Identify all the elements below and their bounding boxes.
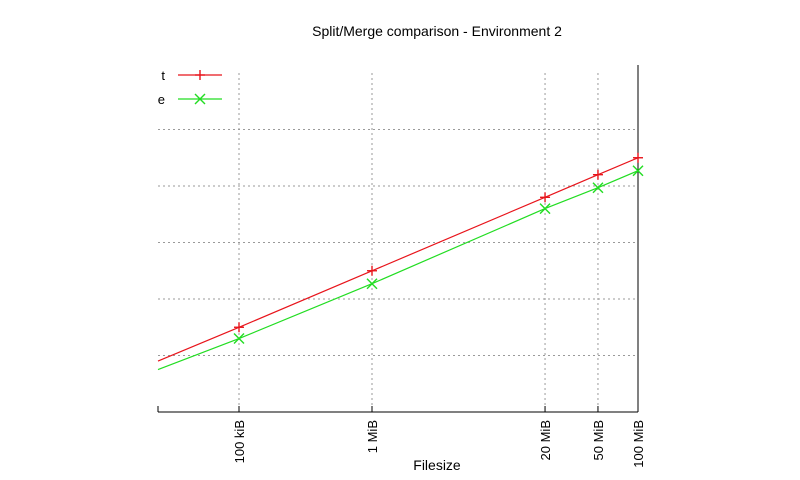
- x-tick-label: 20 MiB: [538, 420, 553, 460]
- legend-label-1: e: [158, 92, 165, 107]
- data-point: [366, 278, 378, 290]
- series-line-1: [157, 170, 639, 371]
- data-point: [540, 192, 551, 203]
- x-tick-label: 100 MiB: [631, 420, 646, 468]
- series-line-0: [157, 157, 639, 362]
- data-point: [233, 333, 245, 345]
- series: [157, 152, 644, 371]
- data-point: [592, 169, 603, 180]
- data-point: [632, 165, 644, 177]
- x-tick-label: 50 MiB: [591, 420, 606, 460]
- data-point: [592, 182, 604, 194]
- x-tick-labels: 100 kiB 1 MiB 20 MiB 50 MiB 100 MiB: [232, 420, 646, 468]
- legend-marker-1: [194, 93, 206, 105]
- grid: [158, 73, 639, 412]
- legend-label-0: t: [161, 68, 165, 83]
- data-point: [234, 322, 245, 333]
- axes: [157, 65, 639, 413]
- x-tick-label: 100 kiB: [232, 420, 247, 463]
- x-axis-label: Filesize: [413, 457, 461, 473]
- legend-marker-0: [195, 70, 205, 80]
- x-tick-label: 1 MiB: [365, 420, 380, 453]
- legend: te: [158, 68, 222, 107]
- chart-title: Split/Merge comparison - Environment 2: [312, 23, 562, 39]
- data-point: [367, 265, 378, 276]
- data-point: [633, 152, 643, 163]
- data-point: [539, 203, 551, 215]
